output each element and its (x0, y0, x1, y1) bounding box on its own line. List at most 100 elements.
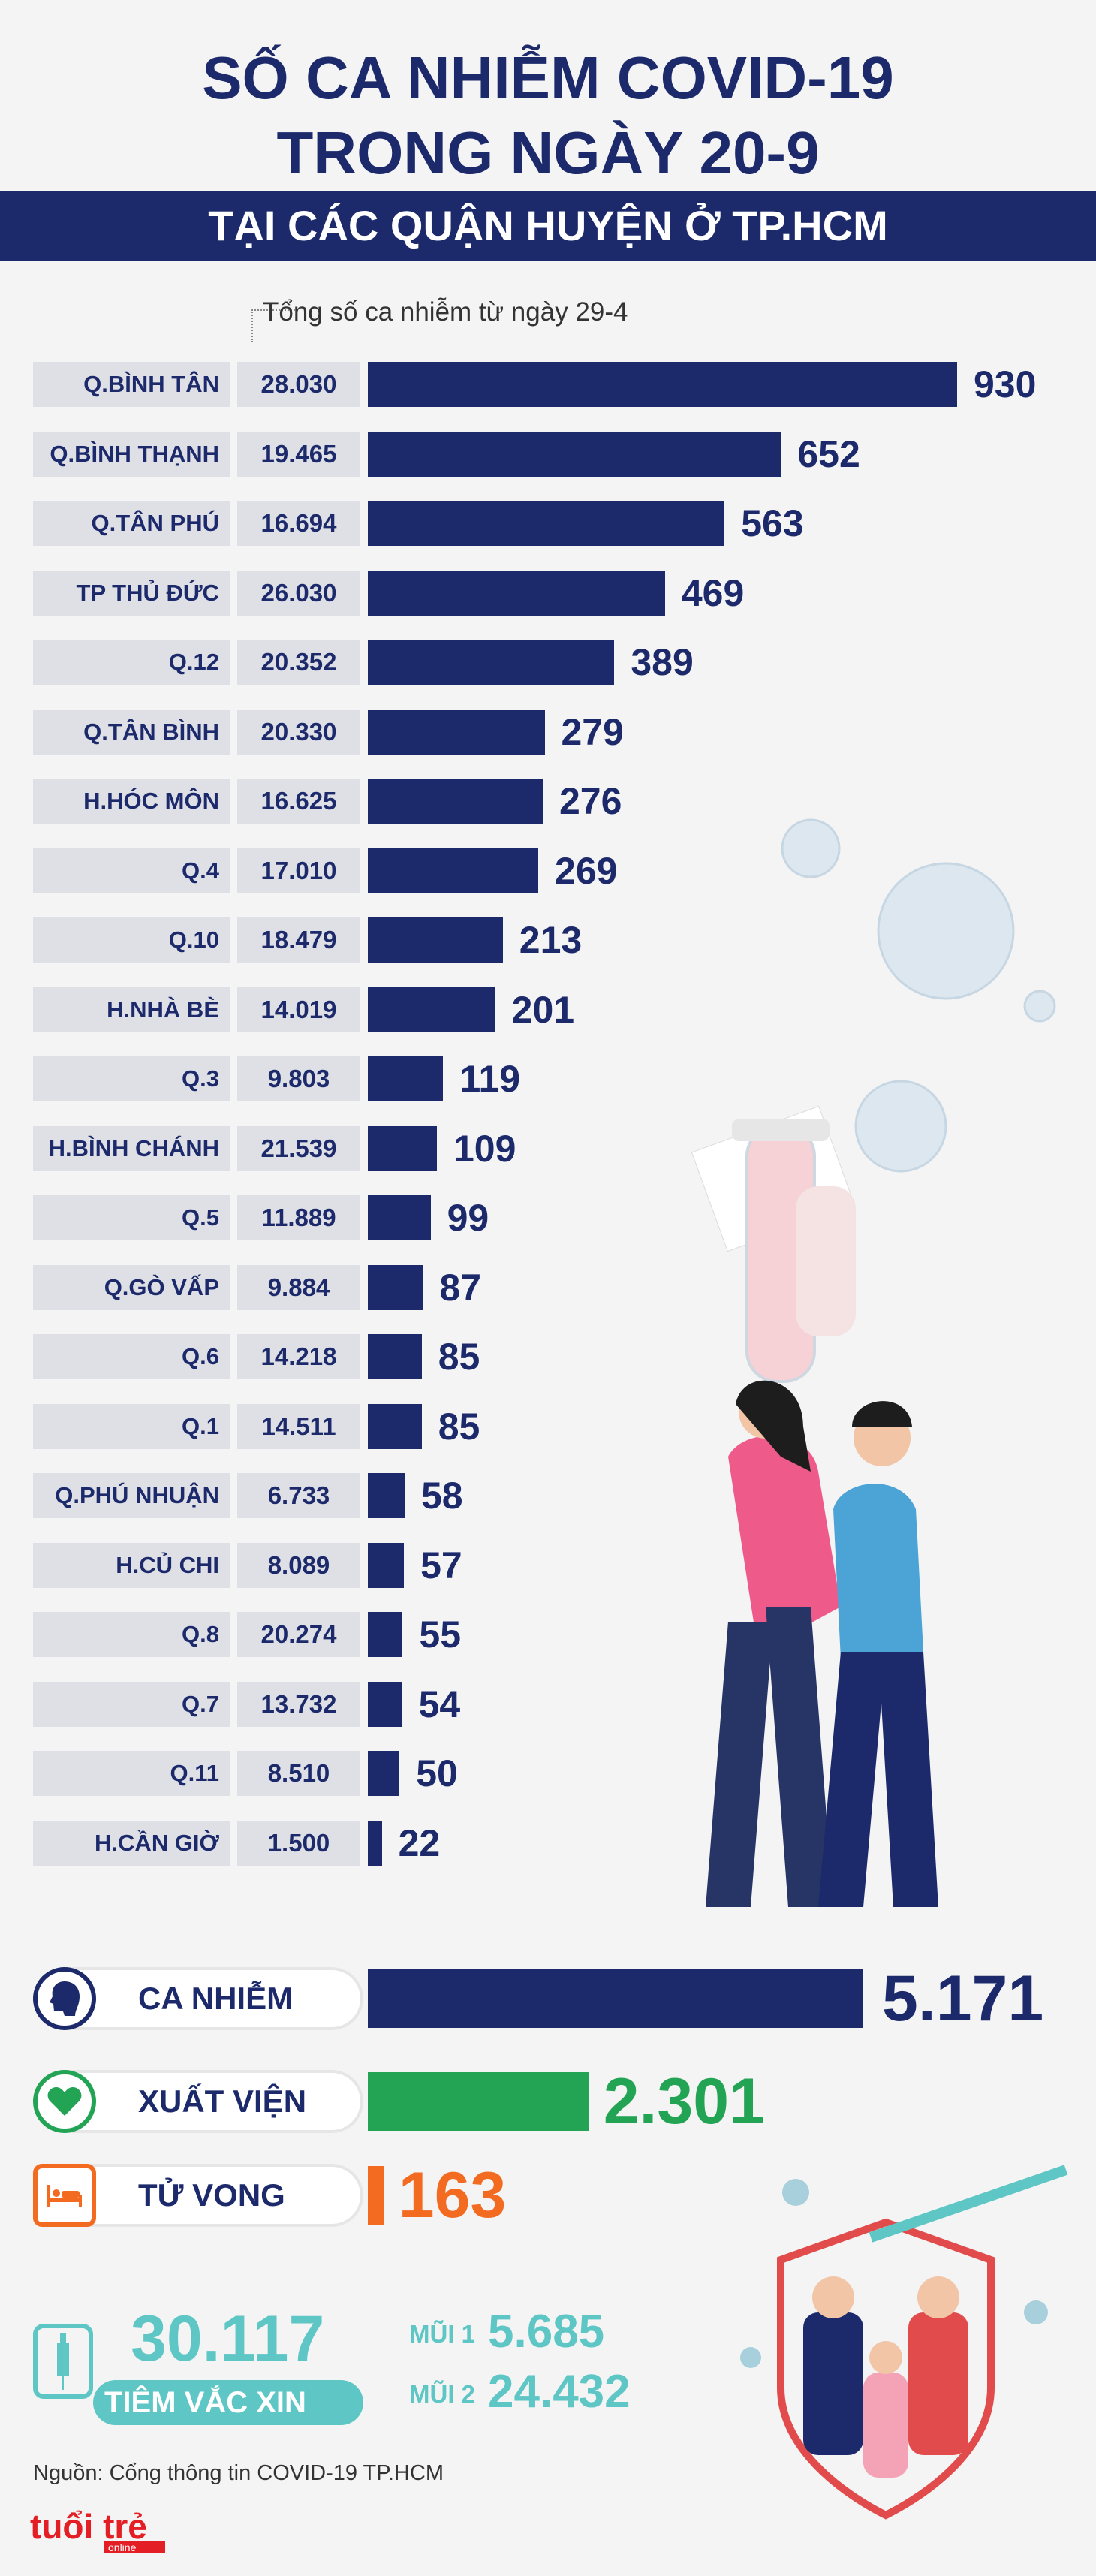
district-total: 20.330 (237, 710, 360, 755)
district-bar (368, 1751, 400, 1796)
district-total: 16.625 (237, 779, 360, 824)
district-value: 563 (741, 502, 804, 544)
dose1-value: 5.685 (488, 2306, 605, 2358)
title-line-2: TRONG NGÀY 20-9 (276, 119, 820, 186)
district-value: 57 (420, 1544, 462, 1586)
district-total: 20.352 (237, 640, 360, 685)
annotation-text: Tổng số ca nhiễm từ ngày 29-4 (263, 297, 628, 327)
deaths-summary: TỬ VONG (33, 2164, 363, 2227)
district-value: 119 (459, 1058, 521, 1100)
district-label: H.CẦN GIỜ (33, 1821, 230, 1866)
district-bar (368, 1682, 402, 1727)
vaccine-summary: 30.117 TIÊM VẮC XIN (33, 2301, 363, 2425)
source-note: Nguồn: Cổng thông tin COVID-19 TP.HCM (33, 2461, 444, 2485)
district-bar (368, 432, 781, 477)
infected-value: 5.171 (882, 1963, 1044, 2035)
district-label: Q.BÌNH TÂN (33, 362, 230, 407)
district-total: 1.500 (237, 1821, 360, 1866)
district-value: 87 (439, 1267, 482, 1309)
svg-text:online: online (108, 2541, 137, 2553)
district-label: Q.PHÚ NHUẬN (33, 1473, 230, 1518)
district-bar (368, 1543, 405, 1588)
district-label: Q.6 (33, 1334, 230, 1379)
district-total: 16.694 (237, 501, 360, 546)
district-total: 9.884 (237, 1265, 360, 1310)
district-value: 85 (438, 1406, 480, 1448)
deaths-value: 163 (398, 2159, 507, 2231)
district-value: 22 (398, 1822, 441, 1864)
district-value: 279 (561, 711, 624, 753)
district-label: H.CỦ CHI (33, 1543, 230, 1588)
district-total: 14.511 (237, 1404, 360, 1449)
district-total: 8.089 (237, 1543, 360, 1588)
people-illustration (691, 818, 1056, 1907)
district-label: H.HÓC MÔN (33, 779, 230, 824)
district-total: 8.510 (237, 1751, 360, 1796)
syringe-icon (33, 2324, 93, 2399)
district-value: 930 (974, 363, 1037, 405)
district-label: Q.BÌNH THẠNH (33, 432, 230, 477)
district-label: Q.TÂN BÌNH (33, 710, 230, 755)
district-value: 50 (416, 1752, 458, 1794)
district-total: 18.479 (237, 917, 360, 963)
heart-icon (33, 2070, 96, 2133)
district-label: Q.11 (33, 1751, 230, 1796)
recovered-bar (368, 2072, 589, 2131)
svg-text:tuổi trẻ: tuổi trẻ (30, 2507, 147, 2546)
district-bar (368, 362, 957, 407)
district-total: 21.539 (237, 1126, 360, 1171)
banner-text: TẠI CÁC QUẬN HUYỆN Ở TP.HCM (208, 202, 888, 249)
district-bar (368, 1473, 405, 1518)
district-bar (368, 848, 539, 893)
district-label: H.NHÀ BÈ (33, 987, 230, 1032)
district-total: 26.030 (237, 571, 360, 616)
district-label: Q.10 (33, 917, 230, 963)
district-total: 9.803 (237, 1056, 360, 1101)
district-bar (368, 779, 543, 824)
district-total: 11.889 (237, 1195, 360, 1240)
district-label: Q.7 (33, 1682, 230, 1727)
district-bar (368, 710, 545, 755)
district-total: 28.030 (237, 362, 360, 407)
district-value: 99 (447, 1197, 489, 1239)
district-label: Q.1 (33, 1404, 230, 1449)
district-bar (368, 1265, 423, 1310)
district-label: Q.12 (33, 640, 230, 685)
recovered-value: 2.301 (603, 2065, 765, 2138)
district-value: 213 (519, 919, 583, 961)
district-value: 269 (555, 850, 618, 892)
district-value: 201 (511, 989, 575, 1031)
district-bar (368, 1334, 422, 1379)
district-bar (368, 571, 665, 616)
bed-icon (33, 2164, 96, 2227)
district-bar (368, 987, 495, 1032)
dose2-value: 24.432 (488, 2366, 631, 2418)
district-label: Q.3 (33, 1056, 230, 1101)
district-value: 55 (419, 1613, 462, 1656)
district-value: 389 (631, 641, 694, 683)
subtitle-banner: TẠI CÁC QUẬN HUYỆN Ở TP.HCM (0, 191, 1096, 261)
deaths-bar (368, 2166, 384, 2225)
infected-bar (368, 1969, 863, 2028)
district-total: 20.274 (237, 1612, 360, 1657)
district-bar (368, 640, 615, 685)
district-bar (368, 917, 503, 963)
vaccine-total: 30.117 (131, 2303, 325, 2375)
district-bar (368, 501, 725, 546)
district-value: 652 (797, 433, 860, 475)
district-label: Q.GÒ VẤP (33, 1265, 230, 1310)
district-value: 85 (438, 1336, 480, 1378)
dose2-label: MŨI 2 (409, 2380, 476, 2408)
district-value: 54 (418, 1683, 461, 1725)
district-value: 469 (681, 572, 745, 614)
district-label: TP THỦ ĐỨC (33, 571, 230, 616)
family-vaccine-illustration (740, 2165, 1068, 2520)
district-value: 276 (559, 780, 622, 822)
district-value: 58 (420, 1475, 463, 1517)
tuoi-tre-logo: tuổi trẻ online (30, 2507, 165, 2553)
vaccine-label-pill (93, 2380, 363, 2425)
head-icon (33, 1967, 96, 2030)
district-total: 19.465 (237, 432, 360, 477)
district-label: Q.8 (33, 1612, 230, 1657)
district-value: 109 (453, 1128, 516, 1170)
